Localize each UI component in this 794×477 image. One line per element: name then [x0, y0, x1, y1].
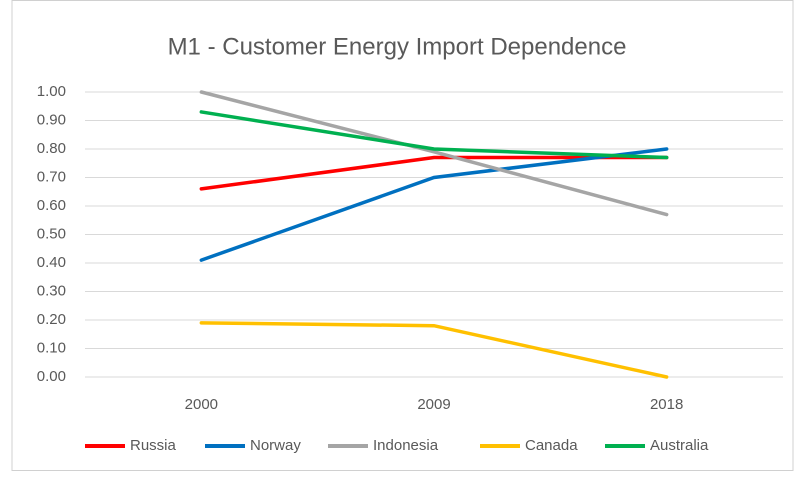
legend-label: Indonesia — [373, 437, 439, 454]
chart-title: M1 - Customer Energy Import Dependence — [168, 33, 627, 60]
y-tick-label: 0.50 — [37, 225, 66, 242]
series-line — [199, 90, 669, 217]
series-line — [199, 147, 669, 262]
y-tick-label: 0.30 — [37, 282, 66, 299]
x-tick-label: 2000 — [185, 396, 218, 413]
legend-label: Russia — [130, 437, 177, 454]
y-tick-label: 0.60 — [37, 197, 66, 214]
y-tick-label: 0.40 — [37, 254, 66, 271]
series-line — [199, 110, 669, 160]
series-line — [199, 321, 669, 379]
legend-label: Australia — [650, 437, 709, 454]
y-tick-label: 0.00 — [37, 368, 66, 385]
legend-label: Canada — [525, 437, 578, 454]
x-tick-label: 2009 — [417, 396, 450, 413]
y-tick-label: 0.80 — [37, 140, 66, 157]
chart-frame — [11, 0, 794, 471]
y-tick-label: 1.00 — [37, 83, 66, 100]
y-tick-label: 0.10 — [37, 339, 66, 356]
y-tick-label: 0.20 — [37, 311, 66, 328]
y-tick-label: 0.70 — [37, 168, 66, 185]
y-tick-label: 0.90 — [37, 111, 66, 128]
legend-label: Norway — [250, 437, 301, 454]
x-tick-label: 2018 — [650, 396, 683, 413]
